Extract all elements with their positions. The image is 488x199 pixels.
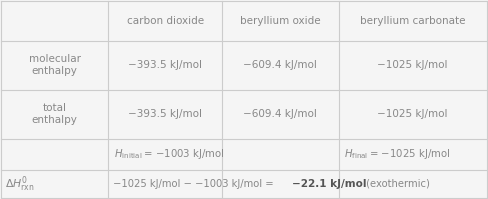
Text: −1025 kJ/mol: −1025 kJ/mol (377, 109, 448, 119)
Text: −22.1 kJ/mol: −22.1 kJ/mol (291, 179, 366, 189)
Text: (exothermic): (exothermic) (364, 179, 430, 189)
Text: −1025 kJ/mol − −1003 kJ/mol =: −1025 kJ/mol − −1003 kJ/mol = (113, 179, 277, 189)
Text: $H_{\mathrm{initial}}$ = −1003 kJ/mol: $H_{\mathrm{initial}}$ = −1003 kJ/mol (114, 147, 225, 161)
Text: −609.4 kJ/mol: −609.4 kJ/mol (244, 109, 317, 119)
Text: carbon dioxide: carbon dioxide (126, 16, 203, 26)
Text: −393.5 kJ/mol: −393.5 kJ/mol (128, 109, 202, 119)
Text: total
enthalpy: total enthalpy (32, 103, 78, 125)
Text: beryllium carbonate: beryllium carbonate (360, 16, 466, 26)
Text: $H_{\mathrm{final}}$ = −1025 kJ/mol: $H_{\mathrm{final}}$ = −1025 kJ/mol (345, 147, 451, 161)
Text: −393.5 kJ/mol: −393.5 kJ/mol (128, 60, 202, 70)
Text: −1025 kJ/mol: −1025 kJ/mol (377, 60, 448, 70)
Text: $\Delta H^0_{\mathrm{rxn}}$: $\Delta H^0_{\mathrm{rxn}}$ (5, 174, 35, 194)
Text: molecular
enthalpy: molecular enthalpy (29, 54, 81, 76)
Text: −609.4 kJ/mol: −609.4 kJ/mol (244, 60, 317, 70)
Text: beryllium oxide: beryllium oxide (240, 16, 321, 26)
